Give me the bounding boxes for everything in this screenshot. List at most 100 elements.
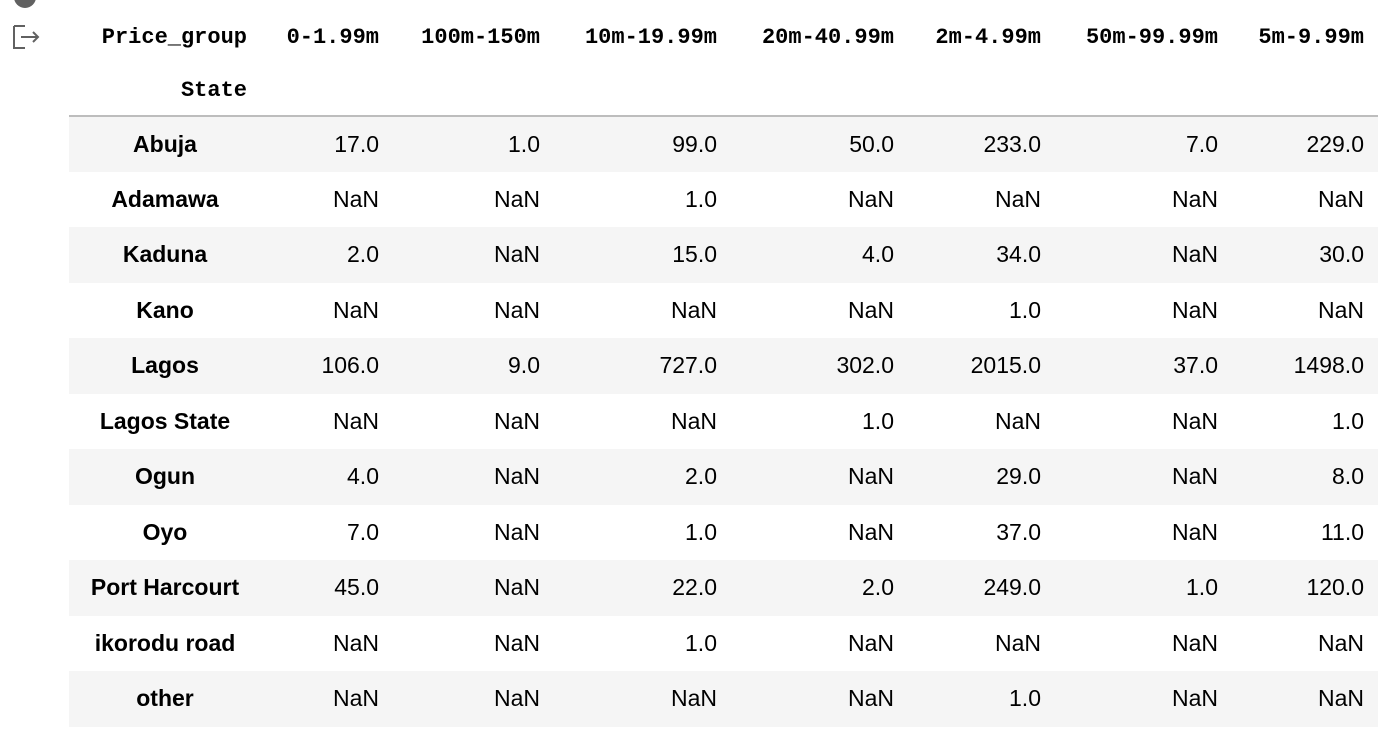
table-cell: NaN [1171,185,1218,212]
table-cell: NaN [847,685,894,712]
row-index-label: Abuja [133,130,197,157]
table-cell: NaN [332,296,379,323]
table-cell: NaN [332,185,379,212]
table-cell: 229.0 [1306,130,1364,157]
table-cell: 29.0 [996,463,1041,490]
table-cell: 45.0 [334,574,379,601]
table-cell: 1.0 [862,407,894,434]
run-indicator-icon[interactable] [14,0,36,8]
index-header-spacer [1232,70,1378,117]
index-header-spacer [1055,70,1232,117]
row-index-label: Oyo [142,518,188,545]
table-cell: 37.0 [996,518,1041,545]
table-cell: NaN [670,407,717,434]
table-cell: 34.0 [996,241,1041,268]
table-cell: 302.0 [836,352,894,379]
index-header-spacer [393,70,554,117]
table-cell: NaN [493,185,540,212]
table-cell: 22.0 [672,574,717,601]
table-cell: 120.0 [1306,574,1364,601]
row-index-label: ikorodu road [94,629,236,656]
table-cell: 1.0 [1009,296,1041,323]
table-cell: NaN [1171,407,1218,434]
table-cell: 1.0 [1186,574,1218,601]
row-index-label: Lagos State [99,407,231,434]
table-row: Lagos State NaN NaN NaN 1.0 NaN NaN 1.0 [69,393,1378,449]
column-header: 50m-99.99m [1085,24,1218,50]
column-header: 20m-40.99m [761,24,894,50]
table-cell: NaN [847,185,894,212]
index-name: State [69,70,261,117]
table-cell: NaN [493,407,540,434]
index-header-spacer [261,70,393,117]
table-cell: NaN [1171,629,1218,656]
columns-name: Price_group [101,24,247,50]
table-cell: 1.0 [685,185,717,212]
table-cell: NaN [1171,518,1218,545]
table-cell: 7.0 [347,518,379,545]
table-row: other NaN NaN NaN NaN 1.0 NaN NaN [69,671,1378,727]
table-cell: 1.0 [685,518,717,545]
table-cell: 8.0 [1332,463,1364,490]
table-cell: NaN [493,241,540,268]
table-body: Abuja 17.0 1.0 99.0 50.0 233.0 7.0 229.0 Adamawa… [69,116,1378,727]
table-cell: NaN [493,629,540,656]
index-header-spacer [731,70,908,117]
table-cell: NaN [1171,241,1218,268]
table-cell: 50.0 [849,130,894,157]
row-index-label: Adamawa [111,185,219,212]
table-row: Adamawa NaN NaN 1.0 NaN NaN NaN NaN [69,171,1378,227]
column-header: 2m-4.99m [935,24,1041,50]
table-cell: NaN [1317,296,1364,323]
table-row: Kano NaN NaN NaN NaN 1.0 NaN NaN [69,282,1378,338]
table-cell: NaN [493,518,540,545]
table-cell: 1498.0 [1293,352,1364,379]
table-cell: 2.0 [347,241,379,268]
table-cell: NaN [332,407,379,434]
table-cell: 15.0 [672,241,717,268]
table-cell: 4.0 [347,463,379,490]
row-index-label: Port Harcourt [90,574,240,601]
table-cell: NaN [847,463,894,490]
column-header: 10m-19.99m [584,24,717,50]
table-cell: NaN [1317,185,1364,212]
table-cell: 2015.0 [970,352,1041,379]
table-row: ikorodu road NaN NaN 1.0 NaN NaN NaN NaN [69,615,1378,671]
table-cell: NaN [847,296,894,323]
table-row: Oyo 7.0 NaN 1.0 NaN 37.0 NaN 11.0 [69,504,1378,560]
row-index-label: Ogun [134,463,196,490]
output-arrow-icon[interactable] [12,24,42,50]
table-cell: 233.0 [983,130,1041,157]
table-cell: NaN [493,463,540,490]
table-cell: 1.0 [685,629,717,656]
table-cell: 7.0 [1186,130,1218,157]
table-cell: 4.0 [862,241,894,268]
row-index-label: Kaduna [122,241,208,268]
table-cell: 30.0 [1319,241,1364,268]
column-header: 0-1.99m [286,24,379,50]
table-cell: NaN [493,296,540,323]
dataframe-table: Price_group 0-1.99m 100m-150m 10m-19.99m 20… [69,0,1378,727]
table-cell: 2.0 [685,463,717,490]
column-header: 5m-9.99m [1258,24,1364,50]
table-cell: 9.0 [508,352,540,379]
table-cell: 727.0 [659,352,717,379]
table-cell: NaN [1317,629,1364,656]
dataframe-output: Price_group 0-1.99m 100m-150m 10m-19.99m 20… [69,0,1378,727]
table-cell: NaN [847,518,894,545]
table-cell: NaN [670,685,717,712]
table-cell: 1.0 [1009,685,1041,712]
table-row: Kaduna 2.0 NaN 15.0 4.0 34.0 NaN 30.0 [69,227,1378,283]
table-cell: NaN [1171,463,1218,490]
row-index-label: Lagos [131,352,199,379]
table-cell: NaN [332,629,379,656]
table-cell: 1.0 [1332,407,1364,434]
row-index-label: other [136,685,194,712]
table-cell: 1.0 [508,130,540,157]
table-cell: NaN [994,407,1041,434]
table-cell: NaN [1317,685,1364,712]
table-cell: 17.0 [334,130,379,157]
table-cell: NaN [1171,296,1218,323]
index-header-spacer [908,70,1055,117]
table-cell: 2.0 [862,574,894,601]
